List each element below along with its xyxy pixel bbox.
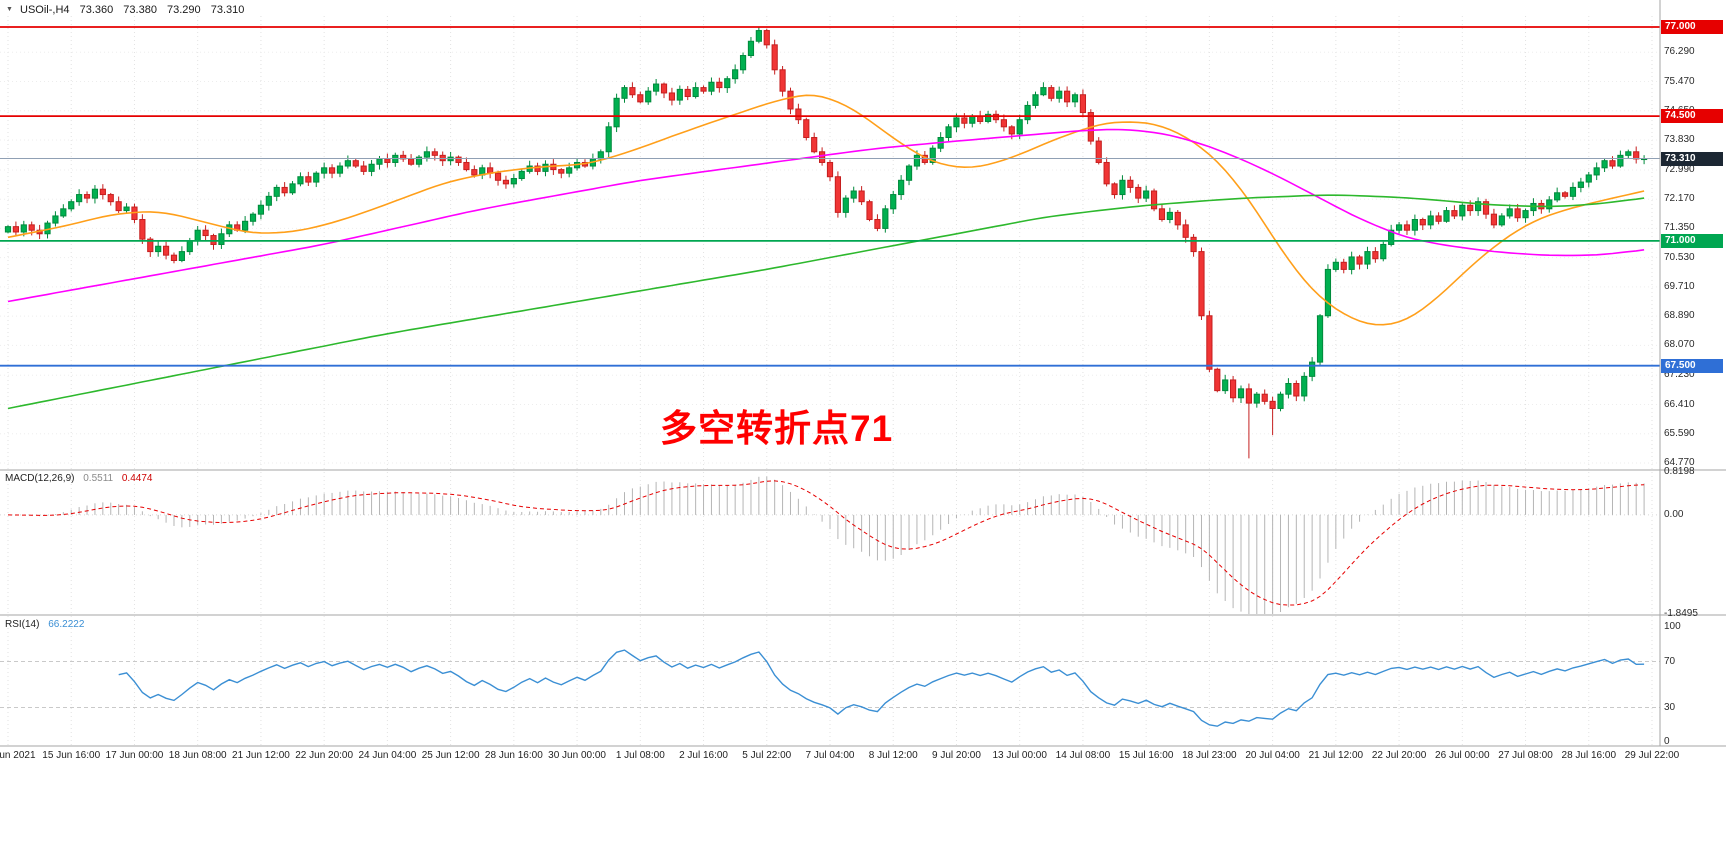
macd-value-signal: 0.4474 [121, 473, 153, 484]
rsi-indicator-label: RSI(14) 66.2222 [5, 619, 84, 630]
candles [4, 27, 1648, 459]
macd-name: MACD(12,26,9) [5, 473, 75, 484]
ma-fast-orange [7, 94, 1645, 326]
ma-mid-magenta [7, 128, 1645, 303]
rsi-line [118, 649, 1645, 727]
annotation-text: 多空转折点71 [660, 408, 894, 449]
macd-indicator-label: MACD(12,26,9) 0.5511 0.4474 [5, 473, 152, 484]
rsi-value: 66.2222 [48, 619, 85, 630]
rsi-name: RSI(14) [5, 619, 40, 630]
symbol-marker-icon: ▼ [6, 6, 13, 13]
chart-canvas[interactable] [0, 0, 1726, 770]
quote-close: 73.310 [210, 4, 245, 16]
quote-high: 73.380 [123, 4, 157, 16]
macd-value-main: 0.5511 [83, 473, 114, 484]
symbol-period-label: USOil-,H4 [20, 4, 70, 16]
quote-low: 73.290 [167, 4, 201, 16]
quote-open: 73.360 [79, 4, 114, 16]
chart-title: ▼ USOil-,H4 73.360 73.380 73.290 73.310 [6, 4, 244, 16]
ma-slow-green [7, 194, 1645, 410]
macd-signal-line [7, 480, 1645, 606]
macd-histogram [15, 476, 1645, 614]
